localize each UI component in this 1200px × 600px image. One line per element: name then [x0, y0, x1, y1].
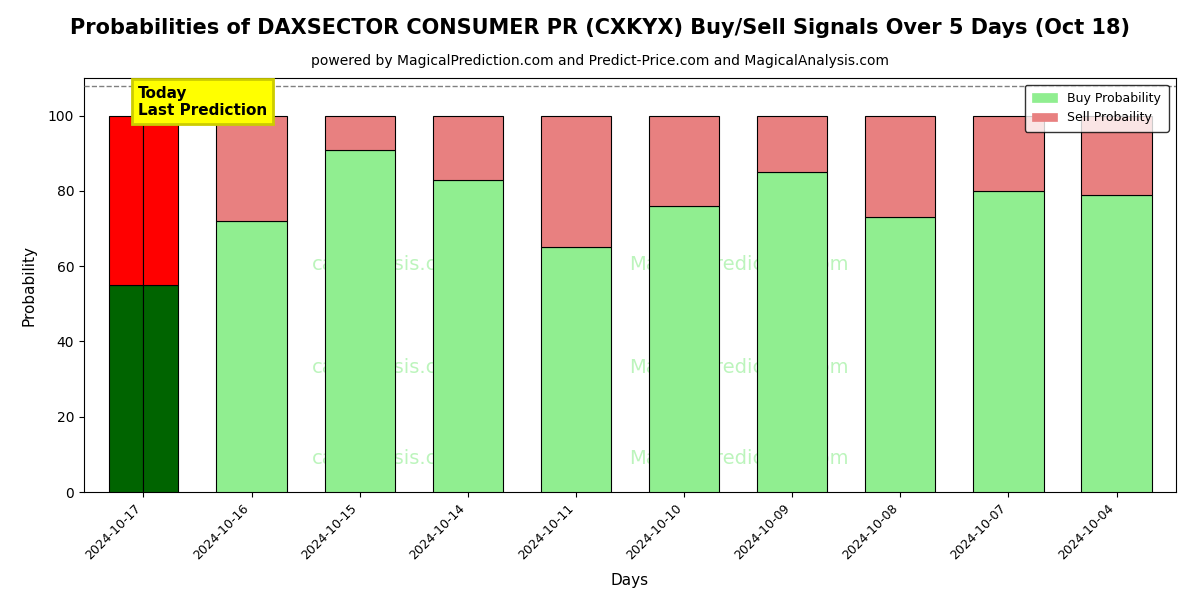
Bar: [144, 285, 178, 492]
Bar: [649, 206, 719, 492]
Text: calAnalysis.com: calAnalysis.com: [312, 255, 468, 274]
Bar: [541, 116, 611, 247]
Bar: [865, 217, 936, 492]
Bar: [757, 172, 827, 492]
Bar: [973, 191, 1044, 492]
Bar: [324, 149, 395, 492]
Bar: [1081, 116, 1152, 194]
Text: Today
Last Prediction: Today Last Prediction: [138, 86, 268, 118]
Legend: Buy Probability, Sell Probaility: Buy Probability, Sell Probaility: [1025, 85, 1169, 132]
Bar: [144, 116, 178, 285]
Bar: [324, 116, 395, 149]
Text: calAnalysis.com: calAnalysis.com: [312, 449, 468, 469]
Bar: [109, 285, 144, 492]
Bar: [541, 247, 611, 492]
Text: MagicalPrediction.com: MagicalPrediction.com: [630, 255, 848, 274]
Bar: [433, 179, 503, 492]
Bar: [649, 116, 719, 206]
Bar: [216, 221, 287, 492]
Text: MagicalPrediction.com: MagicalPrediction.com: [630, 449, 848, 469]
Text: Probabilities of DAXSECTOR CONSUMER PR (CXKYX) Buy/Sell Signals Over 5 Days (Oct: Probabilities of DAXSECTOR CONSUMER PR (…: [70, 18, 1130, 38]
X-axis label: Days: Days: [611, 573, 649, 588]
Bar: [757, 116, 827, 172]
Bar: [433, 116, 503, 179]
Bar: [216, 116, 287, 221]
Text: MagicalPrediction.com: MagicalPrediction.com: [630, 358, 848, 377]
Text: powered by MagicalPrediction.com and Predict-Price.com and MagicalAnalysis.com: powered by MagicalPrediction.com and Pre…: [311, 54, 889, 68]
Bar: [1081, 194, 1152, 492]
Bar: [865, 116, 936, 217]
Bar: [109, 116, 144, 285]
Bar: [973, 116, 1044, 191]
Text: calAnalysis.com: calAnalysis.com: [312, 358, 468, 377]
Y-axis label: Probability: Probability: [22, 245, 37, 325]
